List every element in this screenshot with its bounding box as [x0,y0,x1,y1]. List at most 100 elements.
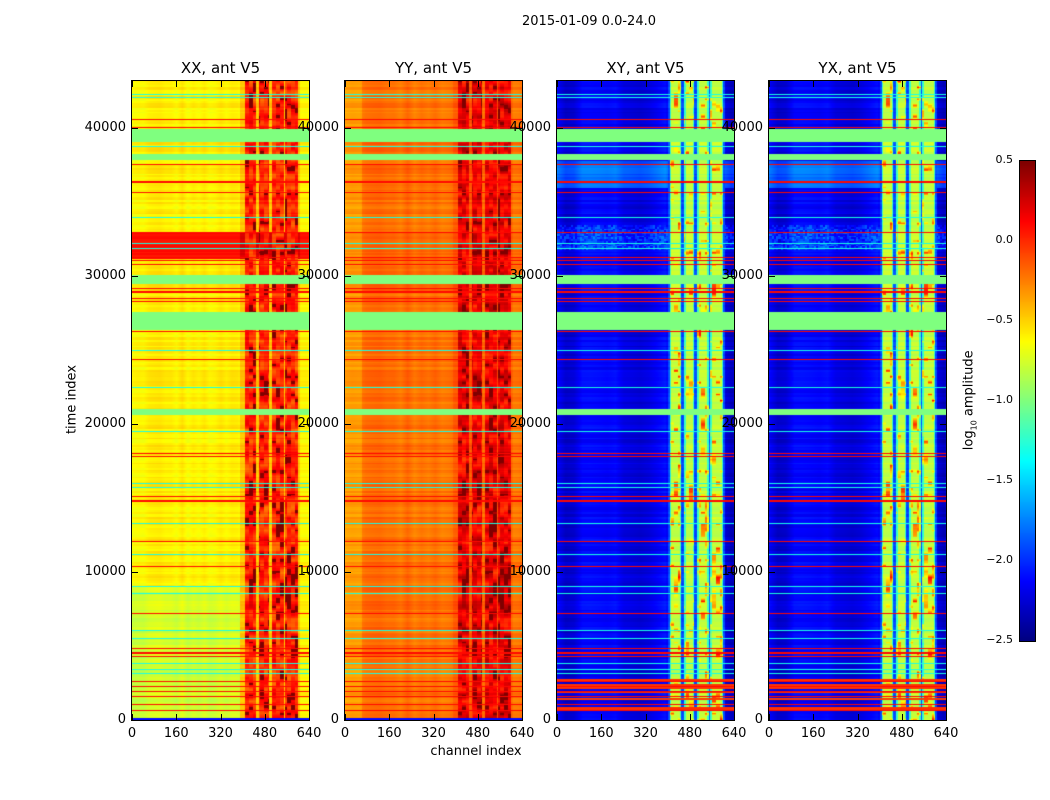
x-tick-label: 0 [340,726,350,741]
y-tick-label: 0 [754,712,763,727]
x-tick-mark [264,714,266,720]
y-tick-label: 0 [330,712,339,727]
x-tick-mark [433,714,435,720]
x-tick-mark [477,714,479,720]
x-tick-label: 640 [721,726,747,741]
x-tick-mark [769,714,770,720]
y-tick-label: 20000 [297,416,339,432]
y-tick-mark [728,572,734,574]
y-tick-mark [769,128,775,130]
colorbar-tick-label: −0.5 [986,313,1013,326]
x-tick-mark [264,81,266,87]
x-tick-mark [557,81,558,87]
x-tick-mark [522,714,523,720]
x-tick-mark [813,81,815,87]
x-tick-mark [946,714,947,720]
y-tick-mark [940,128,946,130]
x-tick-mark [645,81,647,87]
y-tick-label: 40000 [297,120,339,136]
y-tick-mark [345,424,351,426]
colorbar-tick-label: 0.5 [995,153,1014,166]
x-tick-label: 160 [800,726,826,741]
x-tick-mark [220,714,222,720]
y-tick-mark [516,128,522,130]
x-tick-mark [734,714,735,720]
x-tick-label: 480 [252,726,278,741]
x-tick-label: 160 [588,726,614,741]
y-tick-label: 30000 [721,268,763,284]
x-tick-mark [176,81,178,87]
y-tick-label: 10000 [297,564,339,580]
y-tick-mark [940,572,946,574]
y-tick-mark [728,276,734,278]
heatmap-image [557,81,734,720]
y-tick-mark [940,276,946,278]
y-tick-mark [728,128,734,130]
y-tick-mark [516,720,522,721]
x-tick-mark [857,714,859,720]
x-tick-mark [645,714,647,720]
y-tick-mark [345,720,351,721]
x-tick-mark [601,81,603,87]
y-tick-mark [940,720,946,721]
panel-title: XX, ant V5 [180,59,261,77]
y-tick-mark [557,572,563,574]
y-tick-label: 20000 [721,416,763,432]
x-tick-label: 320 [845,726,870,741]
x-tick-mark [522,81,523,87]
x-tick-mark [601,714,603,720]
y-tick-mark [516,572,522,574]
heatmap-panel-yx: YX, ant V5 0 160 320 480 640 0 10000 20000 30000… [722,59,959,741]
y-tick-mark [516,276,522,278]
x-tick-mark [309,714,310,720]
y-tick-mark [769,720,775,721]
y-tick-mark [303,572,309,574]
y-tick-label: 10000 [721,564,763,580]
x-tick-label: 160 [376,726,402,741]
x-axis-label: channel index [430,744,522,759]
x-tick-mark [433,81,435,87]
colorbar-gradient [1020,161,1035,641]
colorbar-label: log10 amplitude [961,350,979,451]
y-tick-mark [345,128,351,130]
y-tick-label: 30000 [509,268,551,284]
y-tick-label: 0 [542,712,551,727]
x-tick-label: 640 [296,726,322,741]
heatmap-panel-xx: XX, ant V5 0 160 320 480 640 0 10000 20000 30000… [85,59,322,741]
x-tick-mark [813,714,815,720]
x-tick-mark [176,714,178,720]
y-tick-mark [345,572,351,574]
x-tick-mark [901,81,903,87]
x-tick-mark [946,81,947,87]
y-tick-label: 20000 [84,416,126,432]
x-tick-label: 0 [552,726,562,741]
y-tick-label: 10000 [84,564,126,580]
y-tick-mark [132,276,138,278]
x-tick-mark [389,714,391,720]
x-tick-mark [345,714,346,720]
x-tick-mark [132,81,133,87]
y-tick-mark [557,720,563,721]
y-tick-mark [132,572,138,574]
x-tick-mark [220,81,222,87]
y-tick-label: 10000 [509,564,551,580]
x-tick-mark [734,81,735,87]
colorbar-tick-label: −1.5 [986,473,1013,486]
x-tick-label: 0 [127,726,137,741]
y-tick-mark [345,276,351,278]
colorbar-tick-label: −2.5 [986,633,1013,646]
x-tick-label: 320 [421,726,446,741]
y-tick-mark [303,128,309,130]
y-tick-mark [557,424,563,426]
x-tick-label: 480 [677,726,703,741]
y-tick-mark [940,424,946,426]
x-tick-mark [557,714,558,720]
y-tick-mark [132,128,138,130]
x-tick-label: 0 [764,726,774,741]
y-tick-label: 40000 [84,120,126,136]
heatmap-image [132,81,309,720]
panel-title: XY, ant V5 [606,59,685,77]
y-tick-mark [728,424,734,426]
x-tick-label: 480 [889,726,915,741]
